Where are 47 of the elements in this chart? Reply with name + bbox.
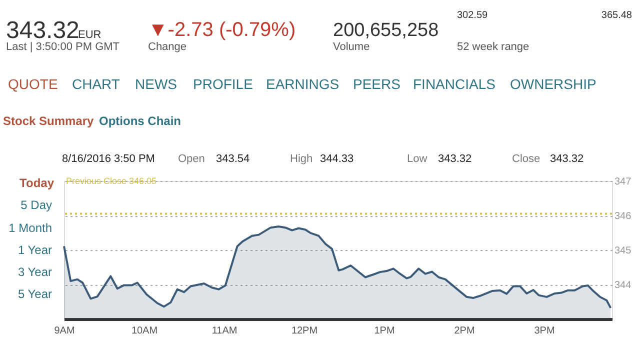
text: 343.32 [550,153,584,165]
text: 8/16/2016 3:50 PM [62,153,155,165]
x-tick-label: 11AM [212,326,238,336]
text: 5 Day [20,198,52,212]
text: Volume [333,41,370,53]
text: Options Chain [99,114,181,128]
text: CHART [72,76,120,92]
text: FINANCIALS [413,76,496,92]
text: 5 Year [18,287,52,301]
text: PEERS [353,76,400,92]
y-tick-label: 345 [614,246,632,256]
text: Last | 3:50:00 PM GMT [6,41,120,53]
text: NEWS [135,76,177,92]
x-tick-label: 10AM [131,326,158,336]
y-tick-label: 344 [614,280,632,291]
text: 52 week range [457,41,530,53]
text: 302.59 [457,10,488,21]
text: High [290,153,313,165]
x-tick-label: 9AM [54,326,75,336]
text: Stock Summary [3,114,94,128]
text: Close [512,153,540,165]
ref-line-label: Previous Close 346.05 [66,176,157,186]
y-tick-label: 346 [614,211,632,222]
y-tick-label: 347 [614,176,632,188]
text: Today [20,176,54,190]
text: EUR [78,29,102,41]
text: PROFILE [193,76,253,92]
text: 365.48 [601,10,632,21]
x-tick-label: 2PM [454,326,475,336]
text: 3 Year [18,265,52,279]
text: ▼-2.73 (-0.79%) [148,19,296,41]
text: QUOTE [8,76,58,92]
text: Low [407,153,428,165]
text: 344.33 [320,153,354,165]
text: 1 Year [18,243,52,257]
text: Change [148,41,187,53]
x-tick-label: 3PM [534,326,555,336]
text: EARNINGS [266,76,340,92]
text: 343.32 [6,17,80,44]
text: OWNERSHIP [510,76,596,92]
text: Open [178,153,205,165]
text: 343.54 [216,153,250,165]
text: 200,655,258 [333,20,439,41]
text: 343.32 [438,153,472,165]
x-tick-label: 1PM [374,326,395,336]
x-tick-label: 12PM [291,326,318,336]
text: 1 Month [8,221,52,235]
